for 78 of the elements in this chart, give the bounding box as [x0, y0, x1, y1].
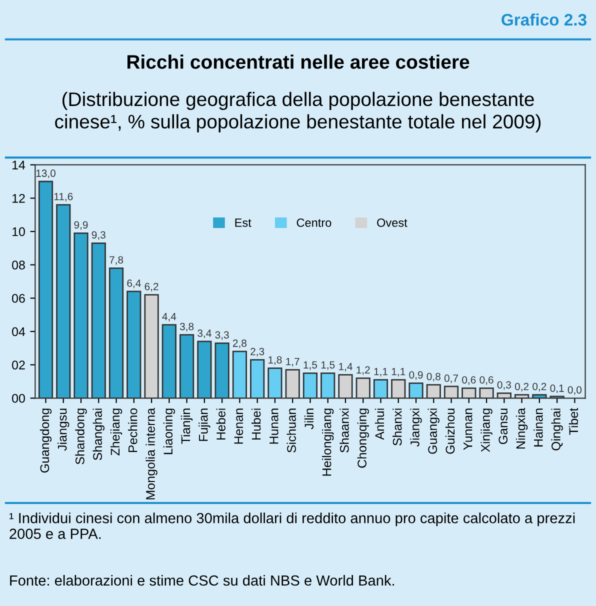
- text: Grafico 2.3: [502, 13, 586, 26]
- x-tick-label: Shanghai: [92, 408, 104, 460]
- x-tick-label: Guizhou: [445, 408, 455, 454]
- data-label: 3,8: [180, 322, 194, 332]
- x-tick-label: Tianjin: [180, 408, 193, 444]
- text: ¹ Individui cinesi con almeno 30mila dollari di reddito annuo pro capite calcolato a prezzi 2005 e a PPA.: [10, 512, 575, 539]
- x-tick-label: Ningxia: [516, 408, 528, 449]
- data-label: 0,9: [409, 371, 423, 380]
- x-tick-label: Guangxi: [428, 408, 440, 454]
- legend-label: Est: [235, 218, 252, 227]
- x-tick-label: Hainan: [534, 408, 543, 446]
- x-tick-label: Chongqing: [357, 408, 369, 468]
- chart-title: Ricchi concentrati nelle aree costiere: [127, 54, 470, 69]
- x-tick-label: Yunnan: [464, 408, 472, 450]
- data-label: 1,1: [374, 368, 388, 376]
- x-tick-label: Jilin: [304, 408, 314, 430]
- chart-subtitle: (Distribuzione geografica della popolazione benestante cinese¹, % sulla popolazione benestante totale nel 2009): [55, 92, 541, 132]
- data-label: 0,2: [532, 382, 546, 392]
- x-tick-label: Gansu: [498, 408, 508, 444]
- x-tick-label: Hubei: [251, 408, 261, 440]
- x-tick-label: Mongolia interna: [146, 408, 158, 500]
- data-label: 0,3: [497, 381, 511, 390]
- x-tick-label: Sichuan: [286, 408, 296, 452]
- x-tick-label: Xinjiang: [480, 408, 492, 452]
- data-label: 0,6: [480, 376, 494, 385]
- x-tick-label: Henan: [234, 408, 244, 444]
- x-tick-label: Qinghai: [551, 408, 563, 450]
- data-label: 0,8: [426, 372, 440, 382]
- data-label: 1,8: [268, 356, 282, 365]
- data-label: 4,4: [162, 312, 176, 322]
- y-tick-label: 14: [12, 160, 26, 170]
- data-label: 13,0: [36, 170, 56, 178]
- data-label: 1,1: [392, 368, 406, 376]
- x-tick-label: Hebei: [216, 408, 226, 440]
- x-tick-label: Heilongjiang: [322, 408, 334, 476]
- data-label: 2,3: [250, 348, 264, 356]
- source-note: Fonte: elaborazioni e stime CSC su dati NBS e World Bank.: [10, 574, 394, 586]
- legend-label: Centro: [296, 218, 332, 227]
- data-label: 1,2: [356, 366, 370, 375]
- x-tick-label: Zhejiang: [110, 408, 122, 456]
- x-tick-label: Fujian: [198, 408, 210, 441]
- data-label: 9,9: [74, 221, 88, 230]
- data-label: 1,4: [339, 362, 352, 372]
- y-tick-label: 06: [12, 294, 25, 303]
- x-tick-label: Hunan: [270, 408, 278, 444]
- data-label: 3,4: [198, 330, 212, 338]
- x-tick-label: Pechino: [128, 408, 138, 452]
- data-label: 11,6: [54, 192, 73, 202]
- x-tick-label: Liaoning: [163, 408, 175, 454]
- y-tick-label: 00: [12, 394, 25, 403]
- data-label: 0,1: [550, 384, 564, 394]
- data-label: 0,7: [444, 374, 458, 384]
- data-label: 3,3: [215, 331, 229, 340]
- legend-label: Ovest: [377, 218, 408, 227]
- data-label: 7,8: [110, 256, 124, 265]
- x-tick-label: Shanxi: [392, 408, 402, 446]
- y-tick-label: 04: [12, 327, 26, 336]
- y-tick-label: 12: [12, 194, 25, 203]
- data-label: 1,5: [304, 361, 318, 370]
- data-label: 2,8: [232, 340, 246, 348]
- data-label: 6,2: [144, 282, 158, 292]
- x-tick-label: Anhui: [374, 408, 384, 440]
- data-label: 6,4: [127, 280, 141, 288]
- data-label: 9,3: [92, 231, 106, 240]
- x-tick-label: Jiangxi: [410, 408, 422, 447]
- x-tick-label: Shandong: [75, 408, 87, 464]
- y-tick-label: 10: [12, 227, 25, 236]
- data-label: 1,7: [286, 358, 300, 366]
- data-label: 0,6: [462, 376, 476, 385]
- data-label: 1,5: [321, 361, 335, 370]
- y-tick-label: 02: [12, 360, 25, 370]
- data-label: 0,0: [568, 386, 582, 395]
- x-tick-label: Guangdong: [40, 408, 52, 473]
- x-tick-label: Jiangsu: [58, 408, 70, 451]
- y-tick-label: 08: [12, 260, 25, 270]
- x-tick-label: Tibet: [568, 408, 578, 435]
- x-tick-label: Shaanxi: [340, 408, 349, 452]
- data-label: 0,2: [514, 382, 529, 392]
